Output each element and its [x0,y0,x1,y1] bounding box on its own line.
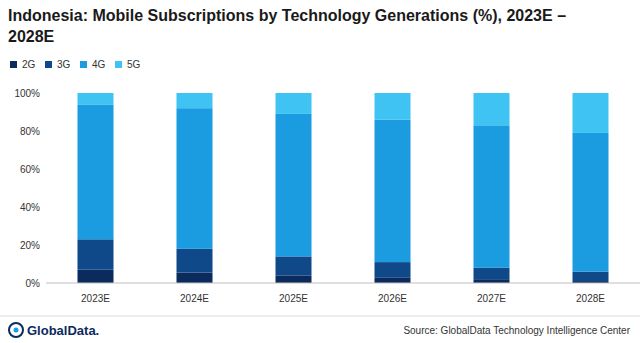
x-tick-label: 2028E [576,293,605,304]
bar-segment [78,104,114,239]
y-tick-label: 0% [26,278,41,289]
bar-segment [375,277,411,283]
bar-segment [276,114,312,257]
footer-divider [0,316,640,317]
y-tick-label: 60% [20,164,40,175]
x-tick-label: 2025E [279,293,308,304]
y-tick-label: 20% [20,240,40,251]
y-tick-label: 40% [20,202,40,213]
bars [78,93,609,283]
bar-segment [474,125,510,267]
chart: 2G 3G 4G 5G 0% 20% 40% 60% 80% 100% 2023E 2024E 2025… [0,0,640,343]
x-axis-line [46,283,640,284]
bar-segment [474,279,510,283]
bar-segment [177,249,213,273]
legend-label: 5G [127,59,141,70]
bar-segment [573,272,609,282]
bar-segment [375,120,411,263]
legend-swatch [10,61,17,68]
logo-icon [9,323,23,337]
bar-segment [474,268,510,279]
x-tick-label: 2026E [378,293,407,304]
y-tick-label: 80% [20,126,40,137]
bar-segment [276,256,312,275]
bar-segment [177,93,213,108]
logo: GlobalData. [9,323,99,338]
bar-segment [375,93,411,120]
bar-segment [573,133,609,272]
bar-segment [375,262,411,277]
x-tick-label: 2023E [81,293,110,304]
bar-segment [177,108,213,249]
bar-segment [78,270,114,283]
bar-segment [78,93,114,104]
source: Source: GlobalData Technology Intelligen… [403,325,630,336]
legend-label: 2G [22,59,36,70]
title: Indonesia: Mobile Subscriptions by Techn… [8,5,608,47]
legend: 2G 3G 4G 5G [10,59,141,70]
logo-icon [14,328,19,333]
legend-swatch [45,61,52,68]
x-tick-label: 2024E [180,293,209,304]
y-tick-label: 100% [14,88,40,99]
bar-segment [474,93,510,125]
legend-swatch [80,61,87,68]
legend-label: 3G [57,59,71,70]
bar-segment [573,93,609,133]
logo-text: GlobalData. [27,323,99,338]
x-tick-label: 2027E [477,293,506,304]
bar-segment [276,93,312,114]
legend-swatch [115,61,122,68]
bar-segment [276,275,312,283]
bar-segment [177,273,213,283]
bar-segment [78,239,114,269]
legend-label: 4G [92,59,106,70]
